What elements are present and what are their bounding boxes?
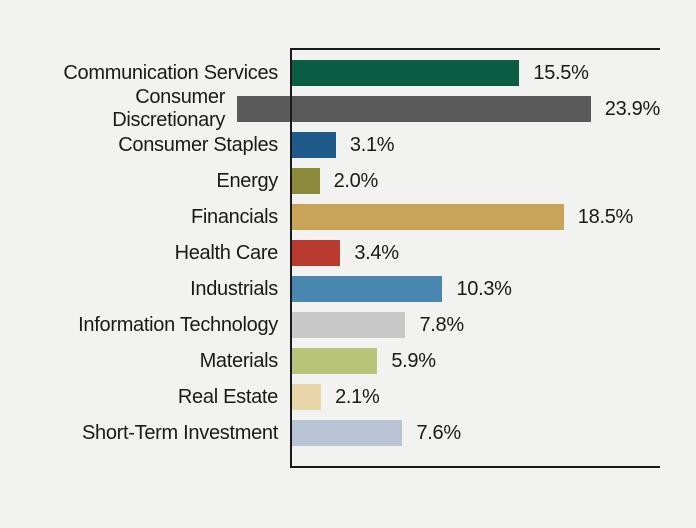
sector-bar-chart: Communication Services 15.5% Consumer Disc…: [40, 55, 660, 451]
bar: [290, 384, 321, 410]
bar-area: 10.3%: [290, 271, 660, 307]
category-label: Consumer Staples: [40, 134, 290, 157]
category-label: Information Technology: [40, 314, 290, 337]
bar-area: 7.8%: [290, 307, 660, 343]
y-axis-line: [290, 48, 292, 468]
bar-area: 15.5%: [290, 55, 660, 91]
bar: [290, 168, 320, 194]
bar-area: 3.1%: [290, 127, 660, 163]
value-label: 3.1%: [336, 134, 394, 157]
bar-area: 7.6%: [290, 415, 660, 451]
chart-row: Consumer Staples 3.1%: [40, 127, 660, 163]
value-label: 7.8%: [405, 314, 463, 337]
chart-row: Consumer Discretionary23.9%: [40, 91, 660, 127]
bar: [290, 240, 340, 266]
category-label: Energy: [40, 170, 290, 193]
bar-area: 5.9%: [290, 343, 660, 379]
value-label: 3.4%: [340, 242, 398, 265]
category-label: Real Estate: [40, 386, 290, 409]
chart-row: Real Estate 2.1%: [40, 379, 660, 415]
value-label: 23.9%: [591, 98, 660, 121]
category-label: Financials: [40, 206, 290, 229]
x-axis-line-top: [290, 48, 660, 50]
category-label: Consumer Discretionary: [40, 86, 237, 132]
category-label: Materials: [40, 350, 290, 373]
bar-area: 18.5%: [290, 199, 660, 235]
category-label: Short-Term Investment: [40, 422, 290, 445]
value-label: 15.5%: [519, 62, 588, 85]
value-label: 2.1%: [321, 386, 379, 409]
chart-row: Industrials 10.3%: [40, 271, 660, 307]
bar: [290, 312, 405, 338]
bar-area: 2.1%: [290, 379, 660, 415]
category-label: Industrials: [40, 278, 290, 301]
chart-row: Information Technology 7.8%: [40, 307, 660, 343]
value-label: 7.6%: [402, 422, 460, 445]
bar: [290, 276, 442, 302]
bar-area: 3.4%: [290, 235, 660, 271]
value-label: 10.3%: [442, 278, 511, 301]
value-label: 18.5%: [564, 206, 633, 229]
category-label: Communication Services: [40, 62, 290, 85]
chart-row: Short-Term Investment 7.6%: [40, 415, 660, 451]
chart-row: Energy 2.0%: [40, 163, 660, 199]
bar: [290, 60, 519, 86]
bar-area: 2.0%: [290, 163, 660, 199]
bar: [290, 132, 336, 158]
chart-row: Materials 5.9%: [40, 343, 660, 379]
bar: [290, 204, 564, 230]
value-label: 2.0%: [320, 170, 378, 193]
chart-row: Financials 18.5%: [40, 199, 660, 235]
bar: [290, 348, 377, 374]
value-label: 5.9%: [377, 350, 435, 373]
chart-row: Health Care 3.4%: [40, 235, 660, 271]
bar-area: 23.9%: [237, 91, 660, 127]
category-label: Health Care: [40, 242, 290, 265]
bar: [290, 420, 402, 446]
x-axis-line-bottom: [290, 466, 660, 468]
